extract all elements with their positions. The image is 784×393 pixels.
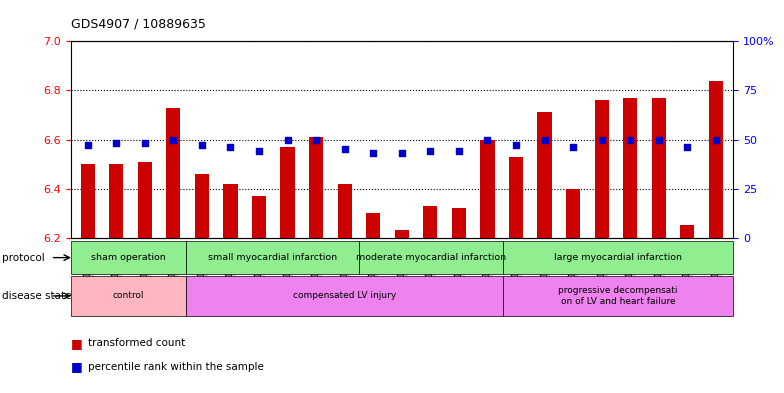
Text: compensated LV injury: compensated LV injury [292,292,396,300]
Bar [481,140,495,238]
Bar [681,226,695,238]
Point [310,136,322,143]
Point [339,146,351,152]
Bar [452,208,466,238]
Text: ■: ■ [71,360,82,373]
Bar [538,112,552,238]
FancyBboxPatch shape [186,276,503,316]
Point [595,136,608,143]
Text: control: control [112,292,144,300]
Point [681,144,694,151]
Bar [309,137,323,238]
Text: percentile rank within the sample: percentile rank within the sample [88,362,263,372]
FancyBboxPatch shape [503,241,733,274]
Point [281,136,294,143]
Text: GDS4907 / 10889635: GDS4907 / 10889635 [71,18,205,31]
Bar [652,98,666,238]
Point [139,140,151,147]
Bar [281,147,295,238]
Text: ■: ■ [71,336,82,350]
Point [539,136,551,143]
Bar [423,206,437,238]
Text: transformed count: transformed count [88,338,185,348]
FancyBboxPatch shape [358,241,503,274]
Point [452,148,465,154]
Point [224,144,237,151]
Text: sham operation: sham operation [91,253,165,262]
Point [196,142,209,149]
Point [481,136,494,143]
Point [82,142,94,149]
Bar [594,100,609,238]
Text: small myocardial infarction: small myocardial infarction [208,253,337,262]
Bar [81,164,95,238]
Point [424,148,437,154]
Point [624,136,637,143]
Point [567,144,579,151]
Bar [366,213,380,238]
Bar [252,196,266,238]
FancyBboxPatch shape [71,276,186,316]
Bar [509,157,523,238]
FancyBboxPatch shape [71,241,186,274]
Bar [194,174,209,238]
Point [710,136,722,143]
Point [110,140,122,147]
Bar [709,81,723,238]
Bar [338,184,352,238]
Point [367,150,379,156]
FancyBboxPatch shape [186,241,358,274]
Bar [223,184,238,238]
Bar [566,189,580,238]
Text: disease state: disease state [2,291,71,301]
Bar [109,164,123,238]
Point [395,150,408,156]
Text: moderate myocardial infarction: moderate myocardial infarction [355,253,506,262]
Point [252,148,265,154]
Text: progressive decompensati
on of LV and heart failure: progressive decompensati on of LV and he… [558,286,677,306]
Text: protocol: protocol [2,253,45,263]
Bar [623,98,637,238]
Point [167,136,180,143]
FancyBboxPatch shape [503,276,733,316]
Point [510,142,522,149]
Bar [138,162,152,238]
Bar [166,108,180,238]
Text: large myocardial infarction: large myocardial infarction [554,253,682,262]
Point [652,136,665,143]
Bar [394,230,409,238]
